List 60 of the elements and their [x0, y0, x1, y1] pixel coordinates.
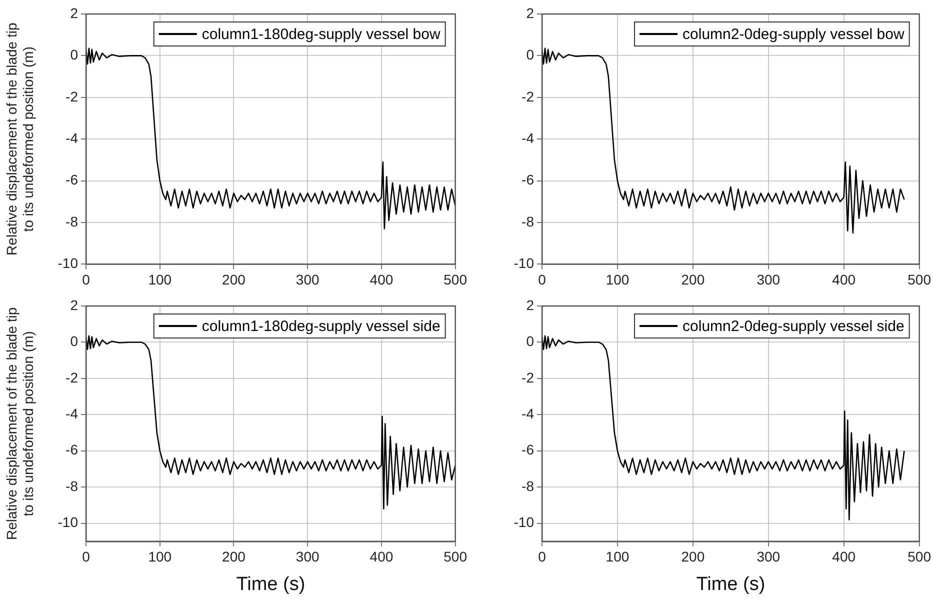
- x-tick-label: 100: [606, 271, 630, 288]
- y-tick-label: 0: [526, 46, 534, 63]
- x-tick-label: 100: [148, 548, 172, 565]
- x-tick-label: 400: [370, 271, 394, 288]
- x-tick-label: 200: [222, 271, 246, 288]
- y-tick-label: -2: [522, 88, 534, 104]
- y-tick-label: -2: [66, 369, 78, 386]
- y-tick-label: 2: [70, 4, 78, 21]
- x-tick-label: 500: [444, 548, 468, 565]
- x-tick-label: 200: [222, 548, 246, 565]
- x-tick-label: 300: [296, 548, 320, 565]
- x-tick-label: 400: [370, 548, 394, 565]
- x-tick-label: 300: [296, 271, 320, 288]
- y-tick-label: -2: [66, 88, 78, 104]
- x-tick-label: 0: [538, 548, 546, 565]
- y-tick-label: 0: [526, 333, 534, 350]
- x-tick-label: 100: [606, 548, 630, 565]
- x-tick-label: 0: [82, 271, 90, 288]
- y-tick-label: -8: [522, 478, 534, 494]
- y-tick-label: -6: [522, 442, 534, 458]
- y-tick-label: 2: [526, 296, 534, 313]
- x-tick-label: 300: [756, 548, 780, 565]
- x-tick-label: 400: [832, 271, 856, 288]
- legend-label: column2-0deg-supply vessel side: [682, 318, 904, 336]
- x-tick-label: 400: [832, 548, 856, 565]
- legend-label: column1-180deg-supply vessel bow: [202, 26, 440, 44]
- y-tick-label: -10: [514, 255, 534, 272]
- x-axis-title: Time (s): [236, 574, 306, 595]
- legend-label: column2-0deg-supply vessel bow: [682, 26, 904, 44]
- x-tick-label: 500: [908, 271, 932, 288]
- y-tick-label: -4: [66, 406, 78, 422]
- y-tick-label: 2: [526, 4, 534, 21]
- y-tick-label: -8: [66, 478, 78, 494]
- y-tick-label: -6: [66, 442, 78, 458]
- y-tick-label: 2: [70, 296, 78, 313]
- legend-label: column1-180deg-supply vessel side: [202, 318, 440, 336]
- y-tick-label: -4: [522, 406, 534, 422]
- x-tick-label: 500: [908, 548, 932, 565]
- x-tick-label: 0: [538, 271, 546, 288]
- y-tick-label: -6: [522, 172, 534, 188]
- y-tick-label: -4: [66, 130, 78, 146]
- y-tick-label: -6: [66, 172, 78, 188]
- x-tick-label: 200: [681, 271, 705, 288]
- x-tick-label: 100: [148, 271, 172, 288]
- y-tick-label: -10: [58, 514, 78, 530]
- x-tick-label: 200: [681, 548, 705, 565]
- y-tick-label: 0: [70, 46, 78, 63]
- x-tick-label: 300: [756, 271, 780, 288]
- y-tick-label: -2: [522, 369, 534, 386]
- y-axis-title: Relative displacement of the blade tip to its undeformed position (m): [3, 307, 36, 540]
- y-tick-label: -8: [66, 213, 78, 230]
- y-tick-label: -8: [522, 213, 534, 230]
- y-axis-title: Relative displacement of the blade tip to its undeformed position (m): [3, 22, 36, 256]
- y-tick-label: -10: [58, 255, 78, 272]
- y-tick-label: -4: [522, 130, 534, 146]
- y-tick-label: 0: [70, 333, 78, 350]
- x-axis-title: Time (s): [696, 574, 766, 595]
- y-tick-label: -10: [514, 514, 534, 530]
- x-tick-label: 500: [444, 271, 468, 288]
- x-tick-label: 0: [82, 548, 90, 565]
